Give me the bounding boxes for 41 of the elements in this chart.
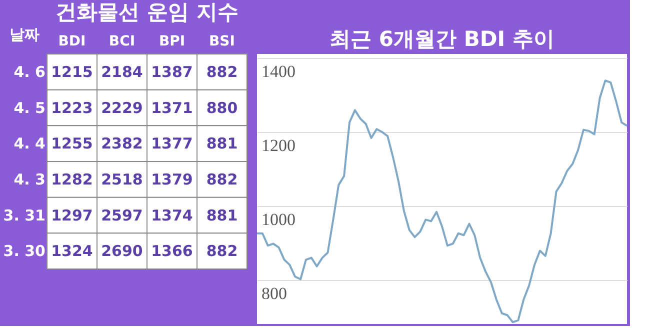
data-label: 882 [206,242,238,260]
y-axis-title: 날짜 [10,26,40,44]
x-tick-label: BSI [209,34,235,50]
y-tick-label: 1400 [262,62,296,82]
y-tick-label: 3. 30 [3,242,46,260]
y-tick-label: 1000 [262,210,296,230]
y-tick-label: 1200 [262,136,296,156]
data-label: 1379 [151,170,193,188]
y-tick-label: 4. 5 [14,98,46,117]
data-label: 1387 [151,62,193,81]
data-label: 2382 [101,134,143,153]
data-label: 2690 [101,242,143,260]
data-label: 2184 [101,62,143,81]
data-label: 1374 [151,206,193,224]
y-tick-label: 800 [262,284,287,304]
data-label: 880 [206,98,238,117]
x-tick-label: BCI [108,34,136,50]
data-label: 2229 [101,98,143,117]
y-tick-label: 3. 31 [3,206,46,224]
data-label: 1377 [151,134,193,153]
chart-title: 최근 6개월간 BDI 추이 [330,27,554,51]
data-label: 1255 [51,134,93,153]
data-label: 1366 [151,242,193,260]
data-label: 1371 [151,98,193,117]
data-label: 1215 [51,62,93,81]
data-label: 1282 [51,170,93,188]
y-tick-label: 4. 6 [14,62,46,81]
data-label: 1324 [51,242,93,260]
data-label: 882 [206,170,238,188]
chart-title: 건화물선 운임 지수 [56,0,238,24]
data-label: 2597 [101,206,143,224]
x-tick-label: BDI [58,34,86,50]
data-label: 2518 [101,170,143,188]
data-label: 1223 [51,98,93,117]
data-label: 882 [206,62,238,81]
y-tick-label: 4. 4 [14,134,46,153]
data-label: 881 [206,206,238,224]
data-label: 881 [206,134,238,153]
y-tick-label: 4. 3 [14,170,46,188]
data-label: 1297 [51,206,93,224]
x-tick-label: BPI [158,34,186,50]
